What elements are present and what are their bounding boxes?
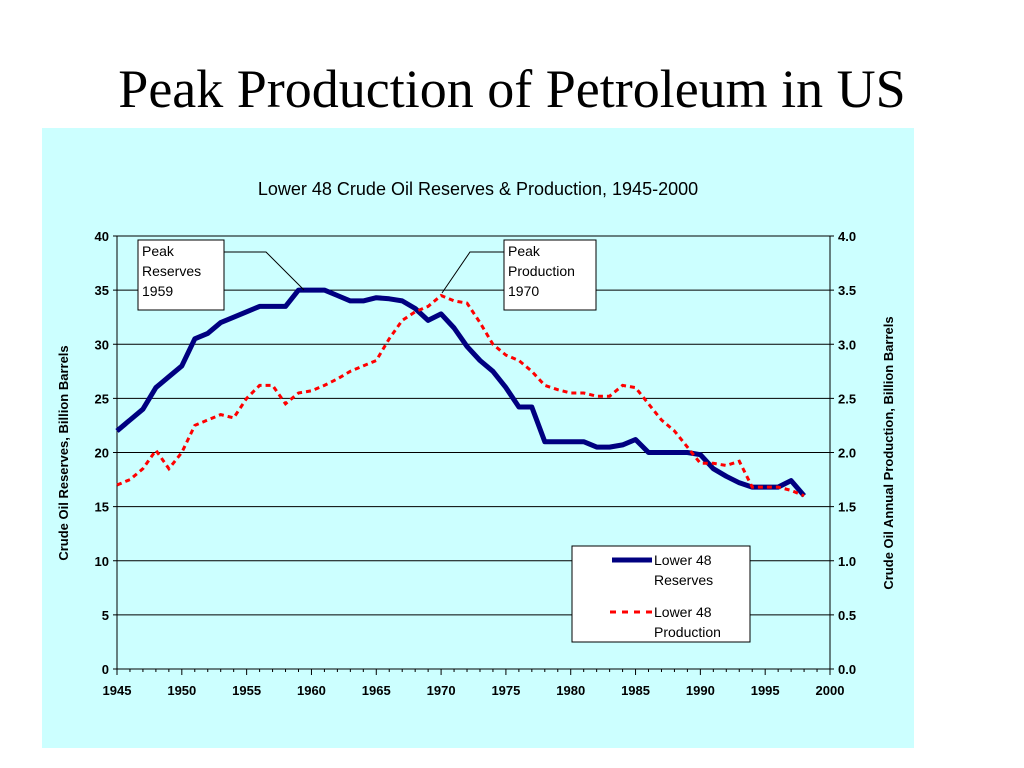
x-axis-ticks: 1945 1950 1955 1960 1965 1970 1975 1980 1985 1990… [103,669,845,698]
x-tick-label: 1945 [103,683,132,698]
y-tick-label: 5 [102,608,109,623]
y2-tick-label: 2.5 [838,391,856,406]
x-tick-label: 2000 [816,683,845,698]
y2-axis-ticks: 0.0 0.5 1.0 1.5 2.0 2.5 3.0 3.5 4.0 [830,229,856,677]
slide-title: Peak Production of Petroleum in US [118,59,906,119]
y2-tick-label: 1.5 [838,500,856,515]
y-tick-label: 10 [95,554,109,569]
x-tick-label: 1960 [297,683,326,698]
annotation-text: 1959 [142,283,173,299]
legend-label-reserves: Reserves [654,572,713,588]
series-line-production [116,293,805,498]
y-tick-label: 30 [95,337,109,352]
y2-axis-label: Crude Oil Annual Production, Billion Bar… [881,316,896,589]
chart-panel: Lower 48 Crude Oil Reserves & Production… [42,128,914,748]
annotation-text: Peak [508,243,541,259]
x-tick-label: 1975 [491,683,520,698]
annotation-text: Production [508,263,575,279]
y-tick-label: 40 [95,229,109,244]
annotation-leader-line [224,251,305,291]
x-tick-label: 1965 [362,683,391,698]
y-axis-ticks: 0 5 10 15 20 25 30 35 40 [95,229,117,677]
legend-label-production: Production [654,624,721,640]
y-tick-label: 35 [95,283,109,298]
x-tick-label: 1950 [167,683,196,698]
y2-tick-label: 2.0 [838,446,856,461]
y2-tick-label: 1.0 [838,554,856,569]
y2-tick-label: 3.5 [838,283,856,298]
annotation-text: 1970 [508,283,539,299]
series-line-reserves [115,287,806,498]
annotation-peak-production: Peak Production 1970 [441,239,597,311]
annotation-peak-reserves: Peak Reserves 1959 [137,239,305,311]
x-tick-label: 1980 [556,683,585,698]
annotation-text: Peak [142,243,175,259]
y2-tick-label: 3.0 [838,337,856,352]
y2-tick-label: 0.0 [838,662,856,677]
annotation-leader-line [441,251,504,294]
y2-tick-label: 0.5 [838,608,856,623]
annotation-text: Reserves [142,263,201,279]
y-tick-label: 0 [102,662,109,677]
x-tick-label: 1985 [621,683,650,698]
x-tick-label: 1955 [232,683,261,698]
grid-lines [117,235,830,616]
y2-tick-label: 4.0 [838,229,856,244]
legend-label-reserves: Lower 48 [654,552,712,568]
x-tick-label: 1995 [751,683,780,698]
y-tick-label: 25 [95,391,109,406]
y-tick-label: 15 [95,500,109,515]
legend: Lower 48 Reserves Lower 48 Production [571,545,751,643]
y-tick-label: 20 [95,446,109,461]
chart-title: Lower 48 Crude Oil Reserves & Production… [258,179,698,199]
legend-label-production: Lower 48 [654,604,712,620]
y-axis-label: Crude Oil Reserves, Billion Barrels [56,345,71,560]
line-chart: Lower 48 Crude Oil Reserves & Production… [56,179,896,698]
x-tick-label: 1990 [686,683,715,698]
x-tick-label: 1970 [427,683,456,698]
